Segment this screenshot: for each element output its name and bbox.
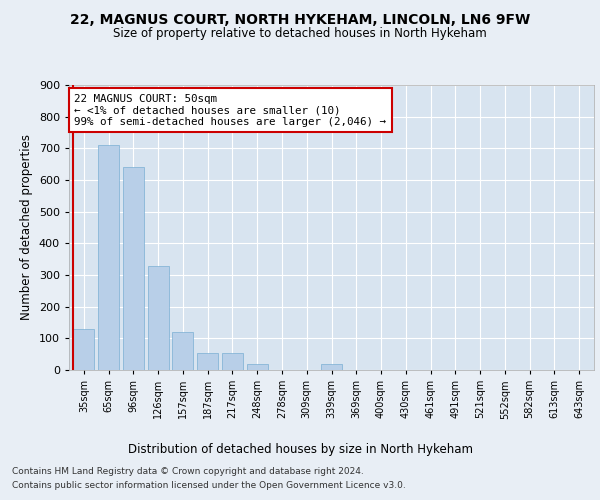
Bar <box>321 364 342 370</box>
Text: Contains HM Land Registry data © Crown copyright and database right 2024.: Contains HM Land Registry data © Crown c… <box>12 468 364 476</box>
Text: Distribution of detached houses by size in North Hykeham: Distribution of detached houses by size … <box>128 442 473 456</box>
Bar <box>98 145 119 370</box>
Text: Size of property relative to detached houses in North Hykeham: Size of property relative to detached ho… <box>113 28 487 40</box>
Bar <box>172 332 193 370</box>
Bar <box>197 352 218 370</box>
Bar <box>73 329 94 370</box>
Text: 22 MAGNUS COURT: 50sqm
← <1% of detached houses are smaller (10)
99% of semi-det: 22 MAGNUS COURT: 50sqm ← <1% of detached… <box>74 94 386 126</box>
Y-axis label: Number of detached properties: Number of detached properties <box>20 134 33 320</box>
Bar <box>222 352 243 370</box>
Bar <box>247 364 268 370</box>
Text: 22, MAGNUS COURT, NORTH HYKEHAM, LINCOLN, LN6 9FW: 22, MAGNUS COURT, NORTH HYKEHAM, LINCOLN… <box>70 12 530 26</box>
Bar <box>123 168 144 370</box>
Text: Contains public sector information licensed under the Open Government Licence v3: Contains public sector information licen… <box>12 481 406 490</box>
Bar <box>148 266 169 370</box>
